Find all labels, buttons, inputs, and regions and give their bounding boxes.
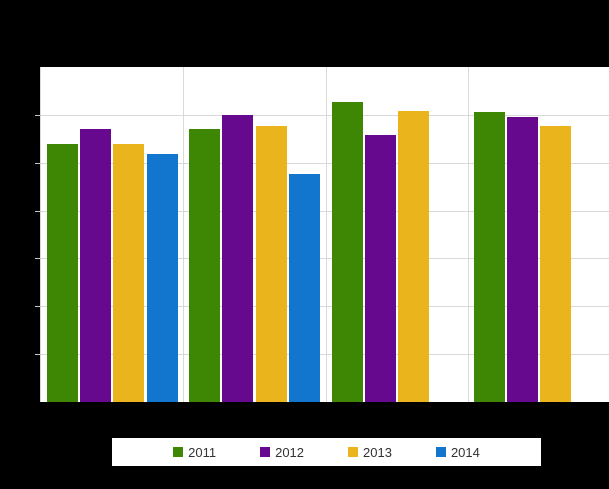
y-gridline [41, 258, 609, 259]
y-axis-tick [35, 306, 41, 307]
chart-title-area [0, 0, 609, 67]
legend: 2011 2012 2013 2014 [112, 438, 541, 466]
bar-2014-group-2 [288, 174, 320, 402]
bar-2011-group-1 [47, 143, 78, 402]
y-gridline [41, 354, 609, 355]
bar-2012-group-2 [222, 115, 254, 402]
legend-label-2013: 2013 [363, 444, 392, 460]
x-gridline [183, 67, 184, 402]
bar-2013-group-3 [397, 110, 429, 402]
legend-marker-2011-icon [173, 447, 184, 457]
x-gridline [326, 67, 327, 402]
bar-2012-group-1 [80, 129, 112, 402]
y-gridline [41, 306, 609, 307]
y-axis-tick [35, 258, 41, 259]
legend-item-2013[interactable]: 2013 [348, 446, 392, 459]
bar-2011-group-3 [331, 102, 363, 402]
y-axis-tick [35, 163, 41, 164]
x-gridline [468, 67, 469, 402]
legend-item-2012[interactable]: 2012 [260, 446, 304, 459]
legend-label-2014: 2014 [450, 444, 480, 460]
bar-2013-group-1 [113, 143, 145, 402]
y-gridline [41, 163, 609, 164]
bar-2013-group-4 [540, 126, 572, 402]
bar-2012-group-3 [364, 135, 396, 402]
bar-2011-group-2 [189, 129, 221, 402]
bar-2011-group-4 [473, 111, 505, 402]
bar-2014-group-1 [146, 154, 178, 402]
y-axis-tick [35, 115, 41, 116]
legend-item-2011[interactable]: 2011 [173, 446, 216, 459]
plot-area [35, 67, 609, 402]
legend-label-2011: 2011 [188, 444, 217, 460]
y-axis-tick [35, 211, 41, 212]
legend-label-2012: 2012 [275, 444, 305, 460]
bar-2012-group-4 [506, 117, 538, 402]
y-gridline [41, 115, 609, 116]
legend-item-2014[interactable]: 2014 [435, 444, 480, 460]
legend-marker-2012-icon [260, 447, 271, 457]
y-axis-tick [35, 354, 41, 355]
legend-marker-2013-icon [348, 447, 359, 457]
y-gridline [41, 211, 609, 212]
legend-marker-2014-icon [435, 447, 446, 457]
bar-2013-group-2 [255, 125, 287, 402]
